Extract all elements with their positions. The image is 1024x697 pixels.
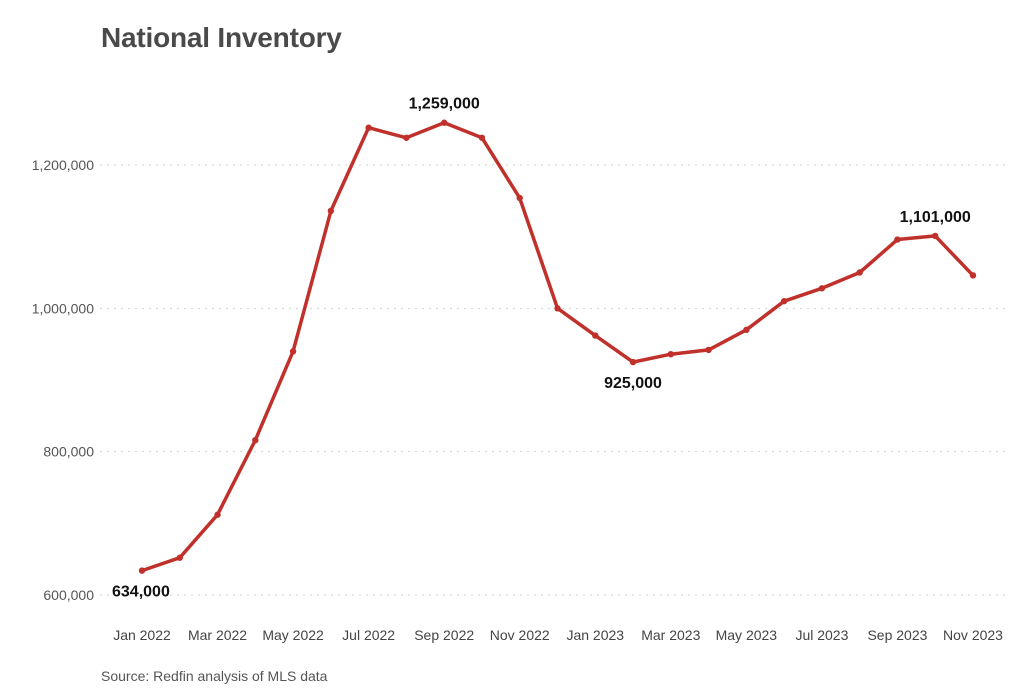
data-point	[176, 554, 183, 561]
data-points	[138, 119, 977, 574]
data-point	[365, 124, 372, 131]
y-axis-ticks: 600,000 800,000 1,000,000 1,200,000	[32, 157, 95, 603]
data-label: 1,101,000	[900, 209, 971, 226]
x-tick-label: May 2022	[262, 627, 324, 643]
x-tick-label: Nov 2023	[943, 627, 1003, 643]
data-point	[554, 305, 561, 312]
data-point	[516, 194, 523, 202]
x-tick-label: Mar 2023	[641, 627, 700, 643]
data-label: 925,000	[604, 375, 662, 392]
x-tick-label: May 2023	[716, 627, 778, 643]
data-point	[327, 207, 335, 215]
data-point	[138, 567, 146, 574]
x-tick-label: Mar 2022	[188, 627, 247, 643]
data-point	[289, 348, 297, 355]
data-label: 1,259,000	[409, 96, 480, 113]
x-tick-label: Jan 2023	[566, 627, 624, 643]
inventory-line	[140, 120, 975, 573]
x-tick-label: Sep 2023	[867, 627, 927, 643]
data-point	[667, 351, 675, 358]
y-tick-label: 1,200,000	[32, 157, 94, 173]
gridlines	[100, 164, 1006, 596]
x-tick-label: Sep 2022	[414, 627, 474, 643]
data-point	[478, 134, 486, 141]
data-point	[705, 346, 712, 354]
data-point	[818, 285, 826, 292]
data-point	[252, 437, 259, 444]
data-point	[629, 358, 637, 366]
y-tick-label: 600,000	[43, 587, 94, 603]
y-tick-label: 1,000,000	[32, 300, 94, 316]
data-point	[932, 232, 939, 240]
data-labels: 634,000 1,259,000 925,000 1,101,000	[112, 96, 971, 601]
data-point	[894, 236, 901, 243]
data-point	[780, 297, 788, 305]
data-point	[592, 332, 599, 339]
chart-title: National Inventory	[101, 22, 342, 53]
data-point	[214, 511, 221, 518]
x-tick-label: Jan 2022	[113, 627, 171, 643]
data-label: 634,000	[112, 584, 170, 601]
x-tick-label: Jul 2023	[795, 627, 848, 643]
data-point	[856, 269, 863, 276]
y-tick-label: 800,000	[43, 444, 94, 460]
data-point	[743, 326, 750, 334]
x-tick-label: Nov 2022	[490, 627, 550, 643]
x-tick-label: Jul 2022	[342, 627, 395, 643]
series-line	[140, 120, 975, 573]
data-point	[403, 134, 410, 141]
data-point	[440, 119, 448, 126]
x-axis-ticks: Jan 2022 Mar 2022 May 2022 Jul 2022 Sep 2022…	[113, 627, 1003, 643]
source-note: Source: Redfin analysis of MLS data	[101, 668, 328, 684]
data-point	[969, 272, 977, 279]
